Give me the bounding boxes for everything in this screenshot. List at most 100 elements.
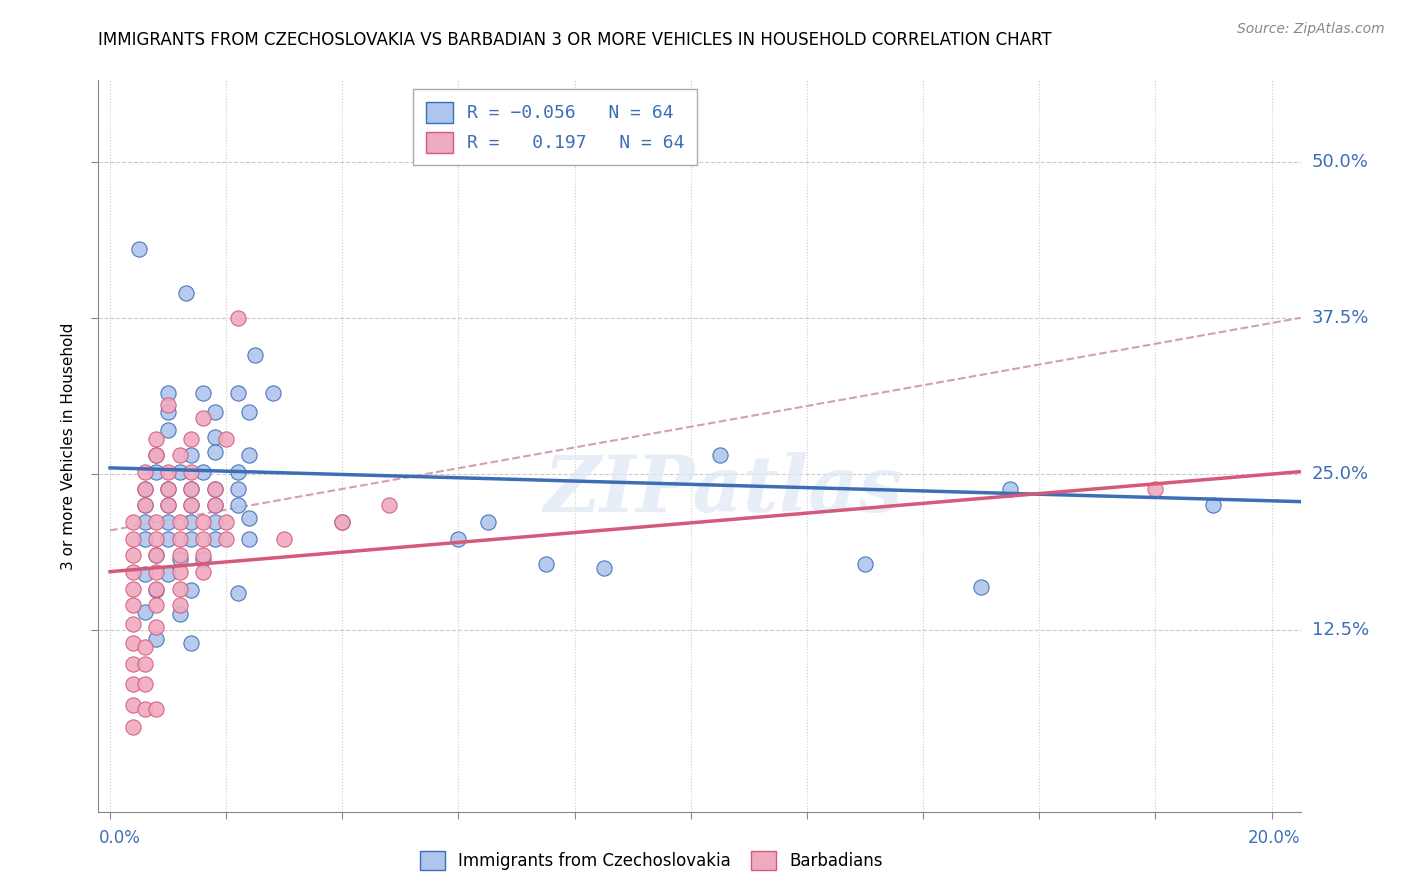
Point <box>145 582 167 596</box>
Point <box>180 515 202 529</box>
Text: 12.5%: 12.5% <box>1312 622 1369 640</box>
Point <box>145 599 167 613</box>
Point <box>122 636 145 650</box>
Point <box>169 565 191 579</box>
Point <box>215 515 238 529</box>
Point <box>204 404 226 418</box>
Point <box>226 482 249 496</box>
Point <box>134 465 156 479</box>
Point <box>191 410 214 425</box>
Point <box>262 385 284 400</box>
Point <box>215 532 238 546</box>
Point <box>134 702 156 716</box>
Point <box>709 449 731 463</box>
Point <box>145 532 167 546</box>
Point <box>226 310 249 325</box>
Point <box>122 677 145 691</box>
Point <box>238 511 260 525</box>
Point <box>157 482 180 496</box>
Point <box>226 586 249 600</box>
Point <box>204 499 226 513</box>
Point <box>145 432 167 446</box>
Point <box>180 465 202 479</box>
Point <box>204 532 226 546</box>
Point <box>191 465 214 479</box>
Point <box>169 552 191 566</box>
Point <box>122 720 145 734</box>
Point <box>330 515 353 529</box>
Point <box>226 499 249 513</box>
Point <box>134 567 156 582</box>
Point <box>145 702 167 716</box>
Point <box>169 515 191 529</box>
Point <box>122 515 145 529</box>
Point <box>145 449 167 463</box>
Point <box>145 449 167 463</box>
Point <box>204 499 226 513</box>
Point <box>853 557 876 571</box>
Point <box>378 499 401 513</box>
Point <box>180 636 202 650</box>
Text: Source: ZipAtlas.com: Source: ZipAtlas.com <box>1237 22 1385 37</box>
Point <box>215 432 238 446</box>
Point <box>134 640 156 654</box>
Point <box>180 583 202 598</box>
Point <box>134 499 156 513</box>
Point <box>145 465 167 479</box>
Point <box>970 580 993 594</box>
Point <box>157 423 180 437</box>
Point <box>169 532 191 546</box>
Point <box>180 449 202 463</box>
Point <box>134 677 156 691</box>
Point <box>226 385 249 400</box>
Point <box>245 348 267 362</box>
Point <box>204 515 226 529</box>
Point <box>204 482 226 496</box>
Point <box>134 499 156 513</box>
Point <box>226 465 249 479</box>
Point <box>157 385 180 400</box>
Point <box>157 515 180 529</box>
Point <box>273 532 295 546</box>
Point <box>191 565 214 579</box>
Point <box>169 465 191 479</box>
Point <box>134 482 156 496</box>
Point <box>180 482 202 496</box>
Text: IMMIGRANTS FROM CZECHOSLOVAKIA VS BARBADIAN 3 OR MORE VEHICLES IN HOUSEHOLD CORR: IMMIGRANTS FROM CZECHOSLOVAKIA VS BARBAD… <box>98 31 1052 49</box>
Point <box>1144 482 1167 496</box>
Text: 0.0%: 0.0% <box>98 829 141 847</box>
Point <box>238 532 260 546</box>
Point <box>238 449 260 463</box>
Point <box>191 552 214 566</box>
Point <box>145 549 167 563</box>
Point <box>191 532 214 546</box>
Point <box>1202 499 1225 513</box>
Point <box>122 599 145 613</box>
Text: 37.5%: 37.5% <box>1312 309 1369 326</box>
Point <box>191 385 214 400</box>
Point <box>128 242 150 256</box>
Point <box>157 465 180 479</box>
Text: ZIPatlas: ZIPatlas <box>544 451 903 528</box>
Point <box>122 549 145 563</box>
Point <box>180 499 202 513</box>
Point <box>122 565 145 579</box>
Point <box>180 532 202 546</box>
Point <box>447 532 470 546</box>
Point <box>180 482 202 496</box>
Point <box>174 285 197 300</box>
Point <box>122 532 145 546</box>
Point <box>134 482 156 496</box>
Point <box>157 499 180 513</box>
Point <box>157 404 180 418</box>
Point <box>204 444 226 458</box>
Point <box>134 605 156 619</box>
Text: 20.0%: 20.0% <box>1249 829 1301 847</box>
Point <box>145 632 167 647</box>
Point <box>204 429 226 443</box>
Point <box>592 561 614 575</box>
Text: 25.0%: 25.0% <box>1312 465 1369 483</box>
Point <box>169 449 191 463</box>
Point <box>238 404 260 418</box>
Point <box>134 515 156 529</box>
